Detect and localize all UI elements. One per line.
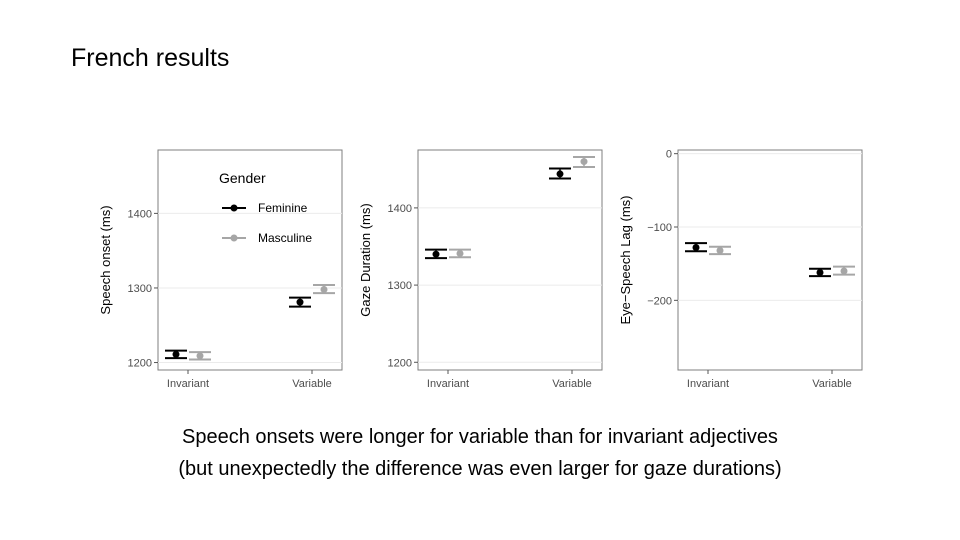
panel-background	[417, 149, 603, 371]
caption-line-2: (but unexpectedly the difference was eve…	[178, 458, 782, 480]
y-tick-label: 1300	[128, 283, 152, 295]
x-tick-label: Variable	[812, 378, 852, 390]
caption-line-1: Speech onsets were longer for variable t…	[182, 426, 778, 448]
y-tick-label: 1300	[388, 280, 412, 292]
y-tick-label: 0	[666, 149, 672, 161]
data-point	[296, 298, 304, 306]
panel-speech-onset: 1200 1300 1400 Invariant Variable Speech onse…	[98, 149, 343, 390]
data-point	[716, 246, 724, 254]
legend-key-point	[230, 234, 238, 242]
y-tick-label: 1400	[388, 203, 412, 215]
y-axis-label: Speech onset (ms)	[98, 205, 113, 314]
panel-gaze-duration: 1200 1300 1400 Invariant Variable Gaze Durati…	[358, 149, 603, 390]
data-point	[432, 250, 440, 258]
panel-background	[677, 149, 863, 371]
panel-background	[157, 149, 343, 371]
data-point	[172, 350, 180, 358]
y-tick-label: −100	[647, 222, 672, 234]
legend-title: Gender	[219, 170, 266, 186]
y-tick-label: −200	[647, 295, 672, 307]
data-point	[840, 267, 848, 275]
y-tick-label: 1200	[128, 358, 152, 370]
x-tick-label: Invariant	[427, 378, 469, 390]
legend-label: Feminine	[258, 201, 308, 215]
data-point	[816, 268, 824, 276]
x-tick-label: Variable	[552, 378, 592, 390]
data-point	[196, 352, 204, 360]
panel-eye-speech-lag: 0 −100 −200 Invariant Variable Eye−Speech Lag…	[618, 149, 863, 390]
x-tick-label: Invariant	[687, 378, 729, 390]
data-point	[692, 244, 700, 252]
x-tick-label: Variable	[292, 378, 332, 390]
legend-label: Masculine	[258, 231, 312, 245]
y-tick-label: 1400	[128, 208, 152, 220]
legend: Gender Feminine Masculine	[219, 170, 312, 245]
data-point	[456, 249, 464, 257]
data-point	[580, 158, 588, 166]
legend-key-point	[230, 204, 238, 212]
x-tick-label: Invariant	[167, 378, 209, 390]
y-axis-label: Gaze Duration (ms)	[358, 203, 373, 316]
y-tick-label: 1200	[388, 357, 412, 369]
y-axis-label: Eye−Speech Lag (ms)	[618, 196, 633, 325]
data-point	[556, 170, 564, 178]
slide-title: French results	[71, 44, 230, 72]
data-point	[320, 285, 328, 293]
